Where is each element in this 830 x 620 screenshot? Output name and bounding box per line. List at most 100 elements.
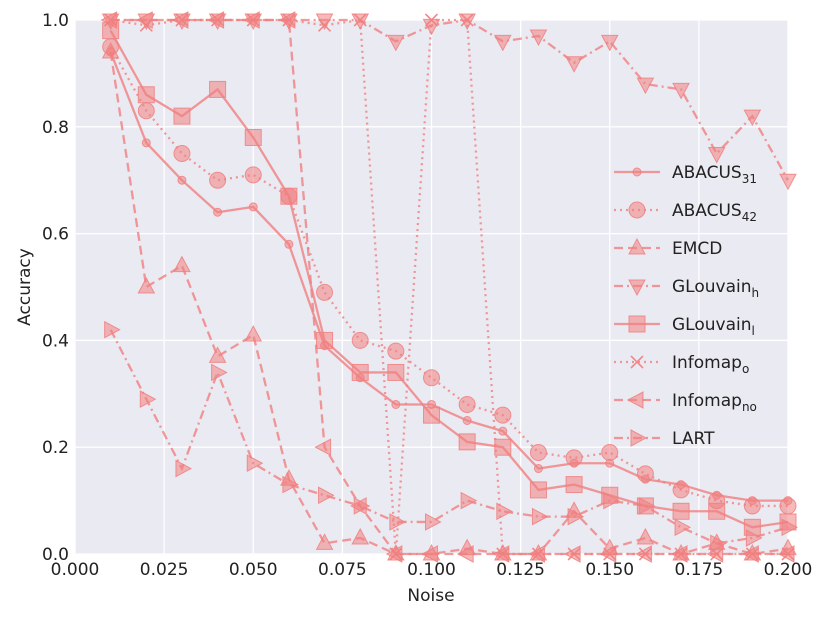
data-point — [278, 11, 296, 29]
data-point — [244, 166, 262, 184]
data-point — [207, 11, 225, 29]
data-point — [601, 444, 619, 462]
legend-marker — [628, 315, 646, 333]
data-point — [565, 476, 583, 494]
data-point — [100, 11, 118, 29]
y-tick-label: 0.2 — [42, 438, 69, 458]
data-point — [136, 11, 153, 29]
data-point — [177, 175, 187, 185]
data-point — [425, 513, 442, 531]
data-point — [460, 13, 474, 27]
data-point — [672, 481, 690, 499]
data-point — [171, 11, 189, 29]
data-point — [175, 459, 193, 478]
legend-label: GLouvainh — [672, 277, 759, 300]
legend-entry: ABACUS42 — [614, 201, 757, 224]
data-point — [387, 34, 405, 52]
data-point — [208, 346, 227, 363]
data-point — [389, 513, 406, 531]
legend-label: EMCD — [672, 239, 722, 259]
series-line — [109, 51, 789, 556]
legend-entry: Infomapo — [614, 353, 749, 376]
y-tick-label: 0.4 — [42, 331, 69, 351]
data-point — [424, 13, 439, 27]
legend-marker — [628, 279, 646, 297]
data-point — [745, 529, 763, 547]
x-tick-label: 0.175 — [675, 560, 724, 580]
data-point — [243, 11, 260, 29]
data-point — [494, 406, 512, 424]
data-point — [141, 138, 151, 148]
y-axis-ticks: 0.0 0.2 0.4 0.6 0.8 1.0 — [42, 11, 69, 565]
data-point — [104, 320, 121, 339]
legend-entry: Infomapno — [614, 391, 757, 414]
data-point — [779, 173, 797, 191]
data-point — [528, 545, 545, 563]
data-point — [248, 202, 258, 212]
y-axis-label: Accuracy — [15, 248, 35, 326]
data-point — [280, 187, 298, 205]
x-tick-label: 0.100 — [407, 560, 456, 580]
data-point — [213, 207, 223, 217]
data-point — [493, 34, 512, 52]
x-tick-label: 0.050 — [229, 560, 278, 580]
data-point — [353, 13, 367, 27]
data-point — [316, 283, 334, 301]
series-7 — [104, 320, 799, 553]
data-point — [385, 545, 403, 563]
data-point — [743, 497, 761, 515]
x-tick-label: 0.000 — [51, 560, 100, 580]
x-tick-label: 0.075 — [318, 560, 367, 580]
x-axis-ticks: 0.000 0.025 0.050 0.075 0.100 0.125 0.150 0.175… — [51, 560, 813, 580]
y-tick-label: 0.6 — [42, 225, 69, 245]
series-line — [110, 18, 790, 181]
data-point — [567, 507, 585, 526]
legend-label: GLouvainl — [672, 315, 755, 338]
data-point — [173, 255, 191, 273]
legend-marker — [630, 355, 644, 369]
data-point — [498, 426, 508, 436]
legend-marker — [632, 167, 642, 177]
series-layer — [100, 11, 799, 563]
data-point — [101, 41, 120, 59]
legend-entry: GLouvainh — [614, 277, 759, 300]
data-point — [533, 464, 543, 474]
data-point — [318, 486, 335, 505]
data-point — [246, 454, 264, 473]
data-point — [457, 545, 474, 563]
data-point — [139, 390, 157, 408]
data-point — [391, 399, 401, 409]
x-tick-label: 0.125 — [496, 560, 545, 580]
y-tick-label: 0.0 — [42, 545, 69, 565]
data-point — [137, 276, 156, 294]
data-point — [284, 239, 294, 249]
data-point — [314, 438, 332, 457]
x-axis-label: Noise — [407, 586, 454, 606]
data-point — [173, 145, 191, 162]
data-point — [636, 465, 654, 483]
data-point — [564, 545, 581, 563]
data-point — [423, 369, 440, 387]
data-point — [458, 395, 476, 413]
data-point — [600, 34, 619, 52]
legend-label: ABACUS31 — [672, 163, 757, 186]
legend-entry: EMCD — [614, 237, 722, 259]
data-point — [708, 502, 726, 520]
data-point — [742, 545, 759, 563]
data-point — [636, 77, 655, 95]
data-point — [316, 331, 334, 349]
data-point — [173, 107, 191, 125]
data-point — [492, 545, 510, 563]
series-line — [109, 329, 789, 545]
data-point — [670, 545, 688, 563]
data-point — [710, 534, 727, 553]
data-point — [636, 527, 655, 545]
data-point — [387, 342, 405, 360]
data-point — [137, 102, 155, 120]
data-point — [529, 444, 547, 462]
legend-marker — [630, 429, 648, 447]
data-point — [706, 545, 724, 563]
data-point — [460, 491, 478, 510]
data-point — [209, 171, 227, 189]
